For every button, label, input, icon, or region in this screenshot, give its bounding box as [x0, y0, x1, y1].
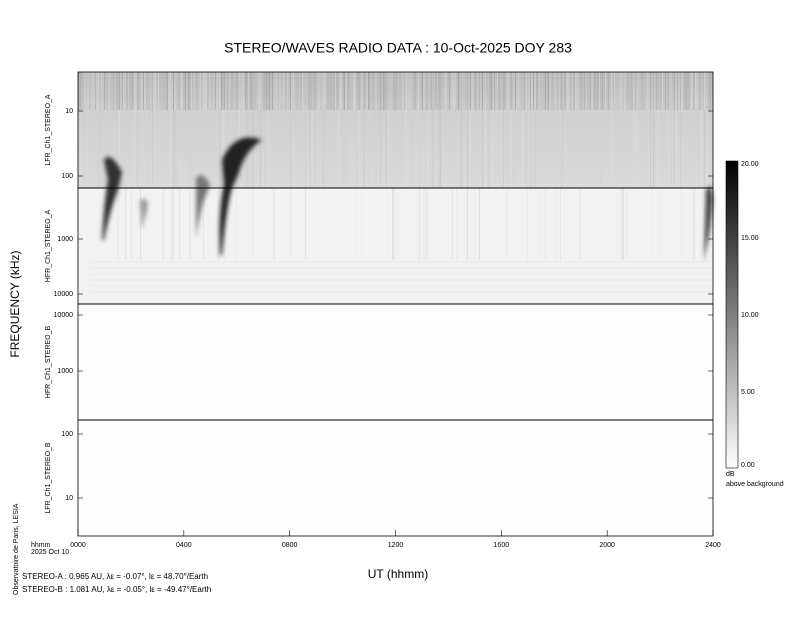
x-corner: hhmm [31, 542, 51, 549]
colorbar-tick-label: 15.00 [741, 235, 759, 242]
panel-background [78, 188, 713, 304]
panel-label: LFR_Ch1_STEREO_A [45, 94, 52, 166]
panel-background [78, 304, 713, 420]
x-axis-label: UT (hhmm) [368, 567, 428, 581]
ephemeris: STEREO-B : 1.081 AU, λε = -0.05°, lε = -… [22, 585, 211, 594]
panel-background [78, 420, 713, 536]
colorbar-tick-label: 20.00 [741, 161, 759, 168]
x-tick-label: 2000 [599, 542, 615, 549]
credit: Observatoire de Paris, LESIA [13, 503, 20, 595]
y-tick-label: 100 [61, 173, 73, 180]
x-tick-label: 2400 [705, 542, 721, 549]
panel-label: LFR_Ch1_STEREO_B [45, 442, 52, 514]
colorbar-tick-label: 5.00 [741, 389, 755, 396]
colorbar-caption: above background [726, 481, 784, 488]
x-tick-label: 0400 [176, 542, 192, 549]
title: STEREO/WAVES RADIO DATA : 10-Oct-2025 DO… [224, 40, 572, 56]
y-tick-label: 10000 [54, 312, 74, 319]
y-tick-label: 100 [61, 431, 73, 438]
y-tick-label: 10 [65, 495, 73, 502]
colorbar-tick-label: 10.00 [741, 312, 759, 319]
ephemeris: STEREO-A : 0.965 AU, λε = -0.07°, lε = 4… [22, 572, 208, 581]
x-tick-label: 1200 [388, 542, 404, 549]
y-tick-label: 1000 [57, 236, 73, 243]
noise [78, 72, 713, 293]
colorbar [725, 160, 739, 469]
x-tick-label: 0800 [282, 542, 298, 549]
y-axis-label: FREQUENCY (kHz) [8, 250, 22, 357]
y-tick-label: 10 [65, 108, 73, 115]
y-tick-label: 1000 [57, 368, 73, 375]
x-corner: 2025 Oct 10 [31, 549, 69, 556]
panel-label: HFR_Ch1_STEREO_B [45, 325, 52, 398]
y-tick-label: 10000 [54, 291, 74, 298]
colorbar-unit: dB [726, 471, 735, 478]
colorbar-tick-label: 0.00 [741, 462, 755, 469]
plot-area [77, 71, 714, 537]
x-tick-label: 1600 [494, 542, 510, 549]
radio-bursts [102, 137, 713, 260]
panel-label: HFR_Ch1_STEREO_A [45, 209, 52, 282]
x-tick-label: 0000 [70, 542, 86, 549]
